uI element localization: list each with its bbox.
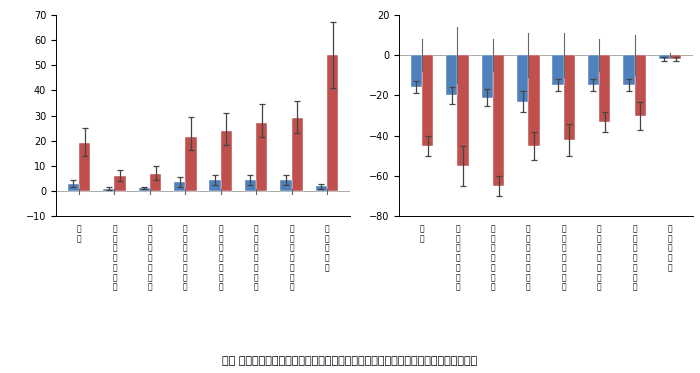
Text: 全
国: 全 国 bbox=[77, 225, 81, 243]
Text: 東
日
本
日
本
海
側: 東 日 本 日 本 海 側 bbox=[526, 225, 531, 292]
Bar bbox=[114, 176, 126, 191]
Text: 図３ 気象庁の予測による猛暑日（左図）と冬日（右図）の年間日数の将来変化（日）: 図３ 気象庁の予測による猛暑日（左図）と冬日（右図）の年間日数の将来変化（日） bbox=[223, 355, 477, 366]
Bar bbox=[174, 182, 186, 191]
Bar bbox=[186, 137, 197, 191]
Text: 東
日
本
太
平
洋
側: 東 日 本 太 平 洋 側 bbox=[218, 225, 223, 292]
Bar bbox=[68, 184, 79, 191]
Bar bbox=[150, 173, 161, 191]
Bar bbox=[411, 55, 422, 87]
Text: 北
日
本
太
平
洋
側: 北 日 本 太 平 洋 側 bbox=[491, 225, 495, 292]
Bar bbox=[256, 123, 267, 191]
Text: 西
日
本
日
本
海
側: 西 日 本 日 本 海 側 bbox=[597, 225, 601, 292]
Text: 沖
縄
・
奄
美: 沖 縄 ・ 奄 美 bbox=[325, 225, 329, 272]
Text: 北
日
本
日
本
海
側: 北 日 本 日 本 海 側 bbox=[455, 225, 460, 292]
Bar bbox=[422, 55, 433, 146]
Bar bbox=[670, 55, 681, 59]
Bar bbox=[280, 180, 292, 191]
Bar bbox=[564, 55, 575, 140]
Bar bbox=[482, 55, 493, 97]
Bar bbox=[517, 55, 528, 101]
Text: 沖
縄
・
奄
美: 沖 縄 ・ 奄 美 bbox=[668, 225, 672, 272]
Text: 北
日
本
日
本
海
側: 北 日 本 日 本 海 側 bbox=[112, 225, 117, 292]
Bar bbox=[139, 188, 150, 191]
Bar bbox=[220, 131, 232, 191]
Bar bbox=[245, 180, 256, 191]
Bar bbox=[635, 55, 646, 116]
Bar bbox=[623, 55, 635, 85]
Bar bbox=[659, 55, 670, 59]
Bar bbox=[103, 189, 114, 191]
Bar bbox=[209, 180, 220, 191]
Bar bbox=[599, 55, 610, 122]
Bar bbox=[446, 55, 457, 95]
Text: 全
国: 全 国 bbox=[420, 225, 424, 243]
Text: 西
日
本
太
平
洋
側: 西 日 本 太 平 洋 側 bbox=[632, 225, 637, 292]
Text: 西
日
本
日
本
海
側: 西 日 本 日 本 海 側 bbox=[254, 225, 258, 292]
Text: 東
日
本
太
平
洋
側: 東 日 本 太 平 洋 側 bbox=[561, 225, 566, 292]
Bar bbox=[588, 55, 599, 85]
Bar bbox=[79, 143, 90, 191]
Bar bbox=[292, 118, 303, 191]
Text: 東
日
本
日
本
海
側: 東 日 本 日 本 海 側 bbox=[183, 225, 188, 292]
Bar bbox=[493, 55, 504, 186]
Text: 北
日
本
太
平
洋
側: 北 日 本 太 平 洋 側 bbox=[148, 225, 152, 292]
Bar bbox=[528, 55, 540, 146]
Bar bbox=[457, 55, 469, 166]
Text: 西
日
本
太
平
洋
側: 西 日 本 太 平 洋 側 bbox=[289, 225, 294, 292]
Bar bbox=[327, 55, 338, 191]
Bar bbox=[316, 186, 327, 191]
Bar bbox=[552, 55, 564, 85]
